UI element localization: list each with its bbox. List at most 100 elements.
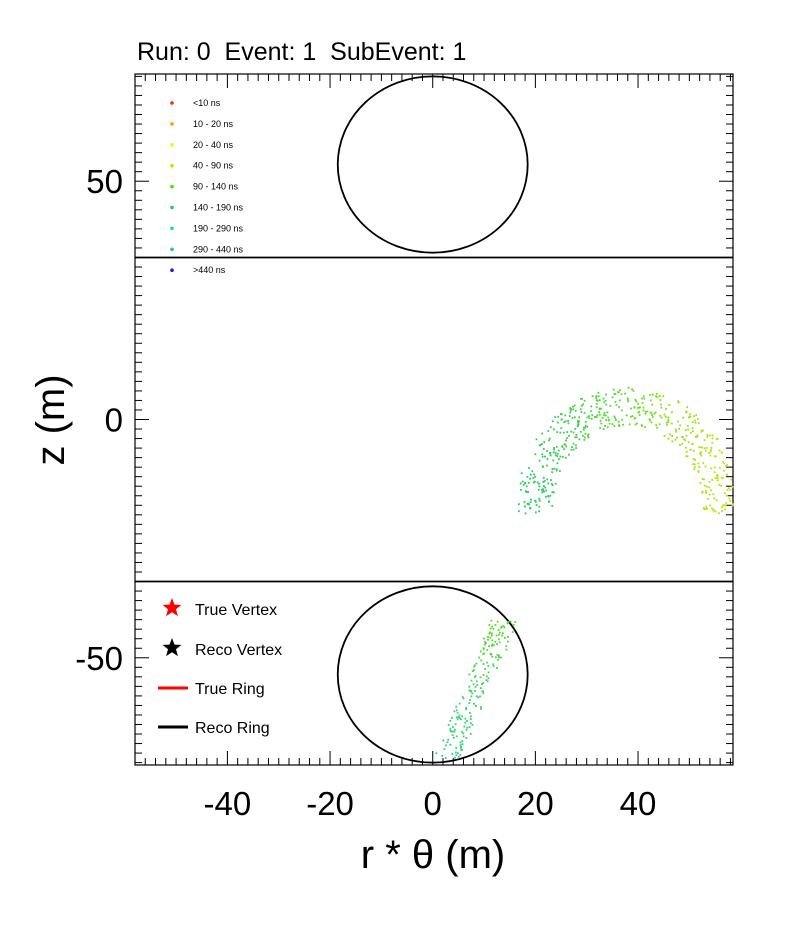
pmt-hit <box>619 389 621 392</box>
pmt-hit <box>708 486 711 489</box>
marker-legend-label: Reco Vertex <box>195 642 282 659</box>
pmt-hit <box>708 480 711 483</box>
pmt-hit <box>699 452 702 455</box>
pmt-hit <box>681 442 684 445</box>
pmt-hit <box>461 696 464 698</box>
pmt-hit <box>630 407 632 410</box>
pmt-hit <box>687 441 690 444</box>
pmt-hit <box>689 431 692 434</box>
pmt-hit <box>696 434 699 437</box>
pmt-hit <box>497 629 500 631</box>
pmt-hit <box>598 399 601 402</box>
pmt-hit <box>479 695 482 698</box>
pmt-hit <box>482 692 485 695</box>
pmt-hit <box>509 620 512 623</box>
pmt-hit <box>670 411 673 414</box>
pmt-hit <box>489 631 491 634</box>
pmt-hit <box>462 697 465 700</box>
pmt-hit <box>547 430 550 432</box>
pmt-hit <box>551 504 554 507</box>
pmt-hit <box>487 677 490 680</box>
pmt-hit <box>694 458 697 461</box>
pmt-hit <box>651 415 654 418</box>
pmt-hit <box>636 407 639 409</box>
pmt-hit <box>454 728 456 731</box>
pmt-hit <box>710 448 713 451</box>
pmt-hit <box>595 399 598 401</box>
pmt-hit <box>583 411 586 414</box>
time-legend-marker <box>170 122 174 126</box>
pmt-hit <box>583 426 585 429</box>
pmt-hit <box>535 438 538 441</box>
pmt-hit <box>634 398 637 401</box>
pmt-hit <box>577 421 580 424</box>
pmt-hit <box>654 411 657 414</box>
pmt-hit <box>666 424 668 426</box>
pmt-hit <box>621 418 624 421</box>
bottom-cap-circle <box>336 585 529 764</box>
pmt-hit <box>543 441 546 444</box>
pmt-hit <box>559 431 562 434</box>
pmt-hit <box>728 497 731 500</box>
pmt-hit <box>566 431 569 433</box>
pmt-hit <box>693 466 696 468</box>
pmt-hit <box>533 473 536 476</box>
pmt-hit <box>685 434 688 437</box>
pmt-hit <box>465 708 468 711</box>
pmt-hit <box>529 473 532 476</box>
pmt-hit <box>549 494 552 497</box>
pmt-hit <box>460 718 462 721</box>
pmt-hit <box>715 438 718 441</box>
pmt-hit <box>548 500 550 503</box>
pmt-hit <box>598 408 601 411</box>
pmt-hit <box>697 470 700 473</box>
pmt-hit <box>608 422 611 425</box>
pmt-hit <box>685 411 688 414</box>
pmt-hit <box>633 406 636 408</box>
pmt-hit <box>534 499 536 502</box>
pmt-hit <box>455 705 458 708</box>
pmt-hit <box>461 748 463 751</box>
pmt-hit <box>568 434 570 437</box>
pmt-hit <box>584 436 586 439</box>
pmt-hits <box>435 386 734 759</box>
pmt-hit <box>711 441 714 444</box>
pmt-hit <box>441 754 444 757</box>
pmt-hit <box>699 481 702 484</box>
pmt-hit <box>686 455 689 458</box>
pmt-hit <box>569 407 572 409</box>
pmt-hit <box>474 686 477 688</box>
pmt-hit <box>595 406 598 409</box>
top-cap-circle <box>336 75 529 254</box>
pmt-hit <box>564 456 567 459</box>
pmt-hit <box>584 426 587 429</box>
pmt-hit <box>709 434 711 437</box>
pmt-hit <box>451 726 454 728</box>
pmt-hit <box>473 664 476 667</box>
pmt-hit <box>703 478 705 481</box>
pmt-hit <box>480 659 483 662</box>
pmt-hit <box>472 683 475 686</box>
pmt-hit <box>484 668 486 670</box>
marker-legend-label: True Vertex <box>195 602 277 619</box>
pmt-hit <box>449 743 452 746</box>
pmt-hit <box>627 386 630 389</box>
pmt-hit <box>457 716 460 718</box>
pmt-hit <box>688 416 691 419</box>
pmt-hit <box>713 471 716 474</box>
pmt-hit <box>726 464 729 466</box>
pmt-hit <box>615 419 617 421</box>
pmt-hit <box>726 494 729 497</box>
pmt-hit <box>473 665 476 668</box>
pmt-hit <box>579 408 582 411</box>
pmt-hit <box>501 634 504 637</box>
pmt-hit <box>534 453 537 456</box>
pmt-hit <box>700 451 702 454</box>
pmt-hit <box>586 416 589 419</box>
pmt-hit <box>721 451 724 454</box>
pmt-hit <box>703 508 706 511</box>
pmt-hit <box>485 679 488 681</box>
pmt-hit <box>598 411 601 413</box>
pmt-hit <box>563 421 566 424</box>
pmt-hit <box>693 463 696 466</box>
